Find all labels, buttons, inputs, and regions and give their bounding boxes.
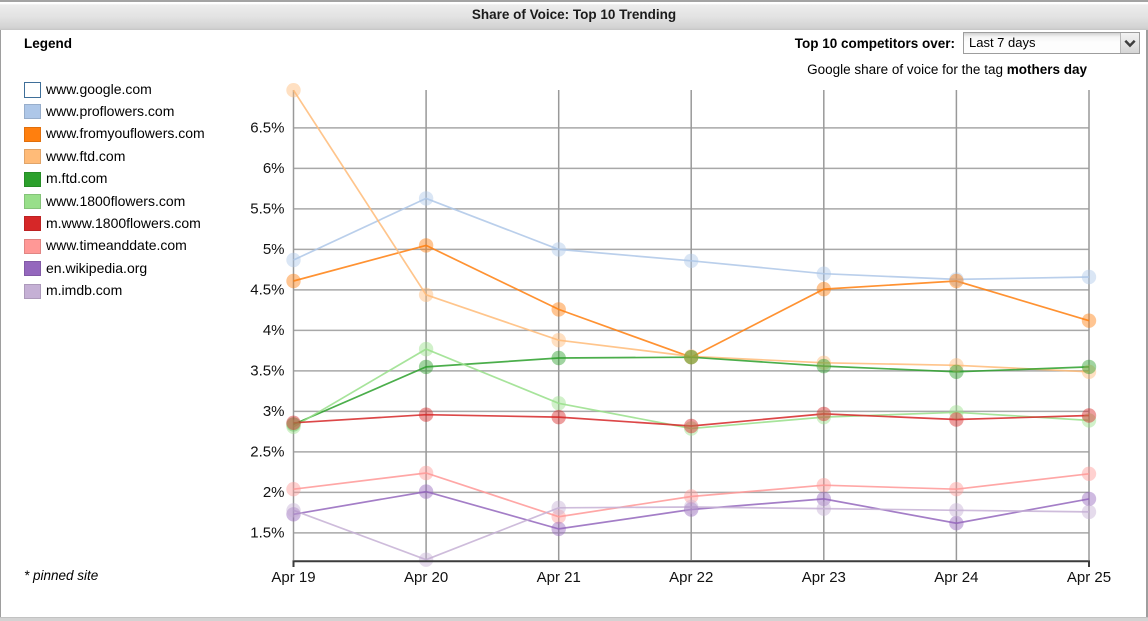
svg-text:5%: 5% (263, 241, 285, 258)
svg-text:Apr 22: Apr 22 (669, 569, 713, 586)
svg-text:5.5%: 5.5% (250, 201, 284, 218)
svg-text:4.5%: 4.5% (250, 282, 284, 299)
svg-text:Apr 20: Apr 20 (404, 569, 448, 586)
svg-text:4%: 4% (263, 322, 285, 339)
svg-text:2.5%: 2.5% (250, 444, 284, 461)
svg-text:Apr 24: Apr 24 (934, 569, 978, 586)
svg-text:Apr 25: Apr 25 (1067, 569, 1111, 586)
svg-text:1.5%: 1.5% (250, 525, 284, 542)
svg-text:3.5%: 3.5% (250, 363, 284, 380)
svg-text:2%: 2% (263, 484, 285, 501)
svg-text:Apr 19: Apr 19 (271, 569, 315, 586)
svg-text:3%: 3% (263, 403, 285, 420)
svg-text:6.5%: 6.5% (250, 120, 284, 137)
svg-text:Apr 23: Apr 23 (802, 569, 846, 586)
svg-text:6%: 6% (263, 160, 285, 177)
svg-text:Apr 21: Apr 21 (537, 569, 581, 586)
